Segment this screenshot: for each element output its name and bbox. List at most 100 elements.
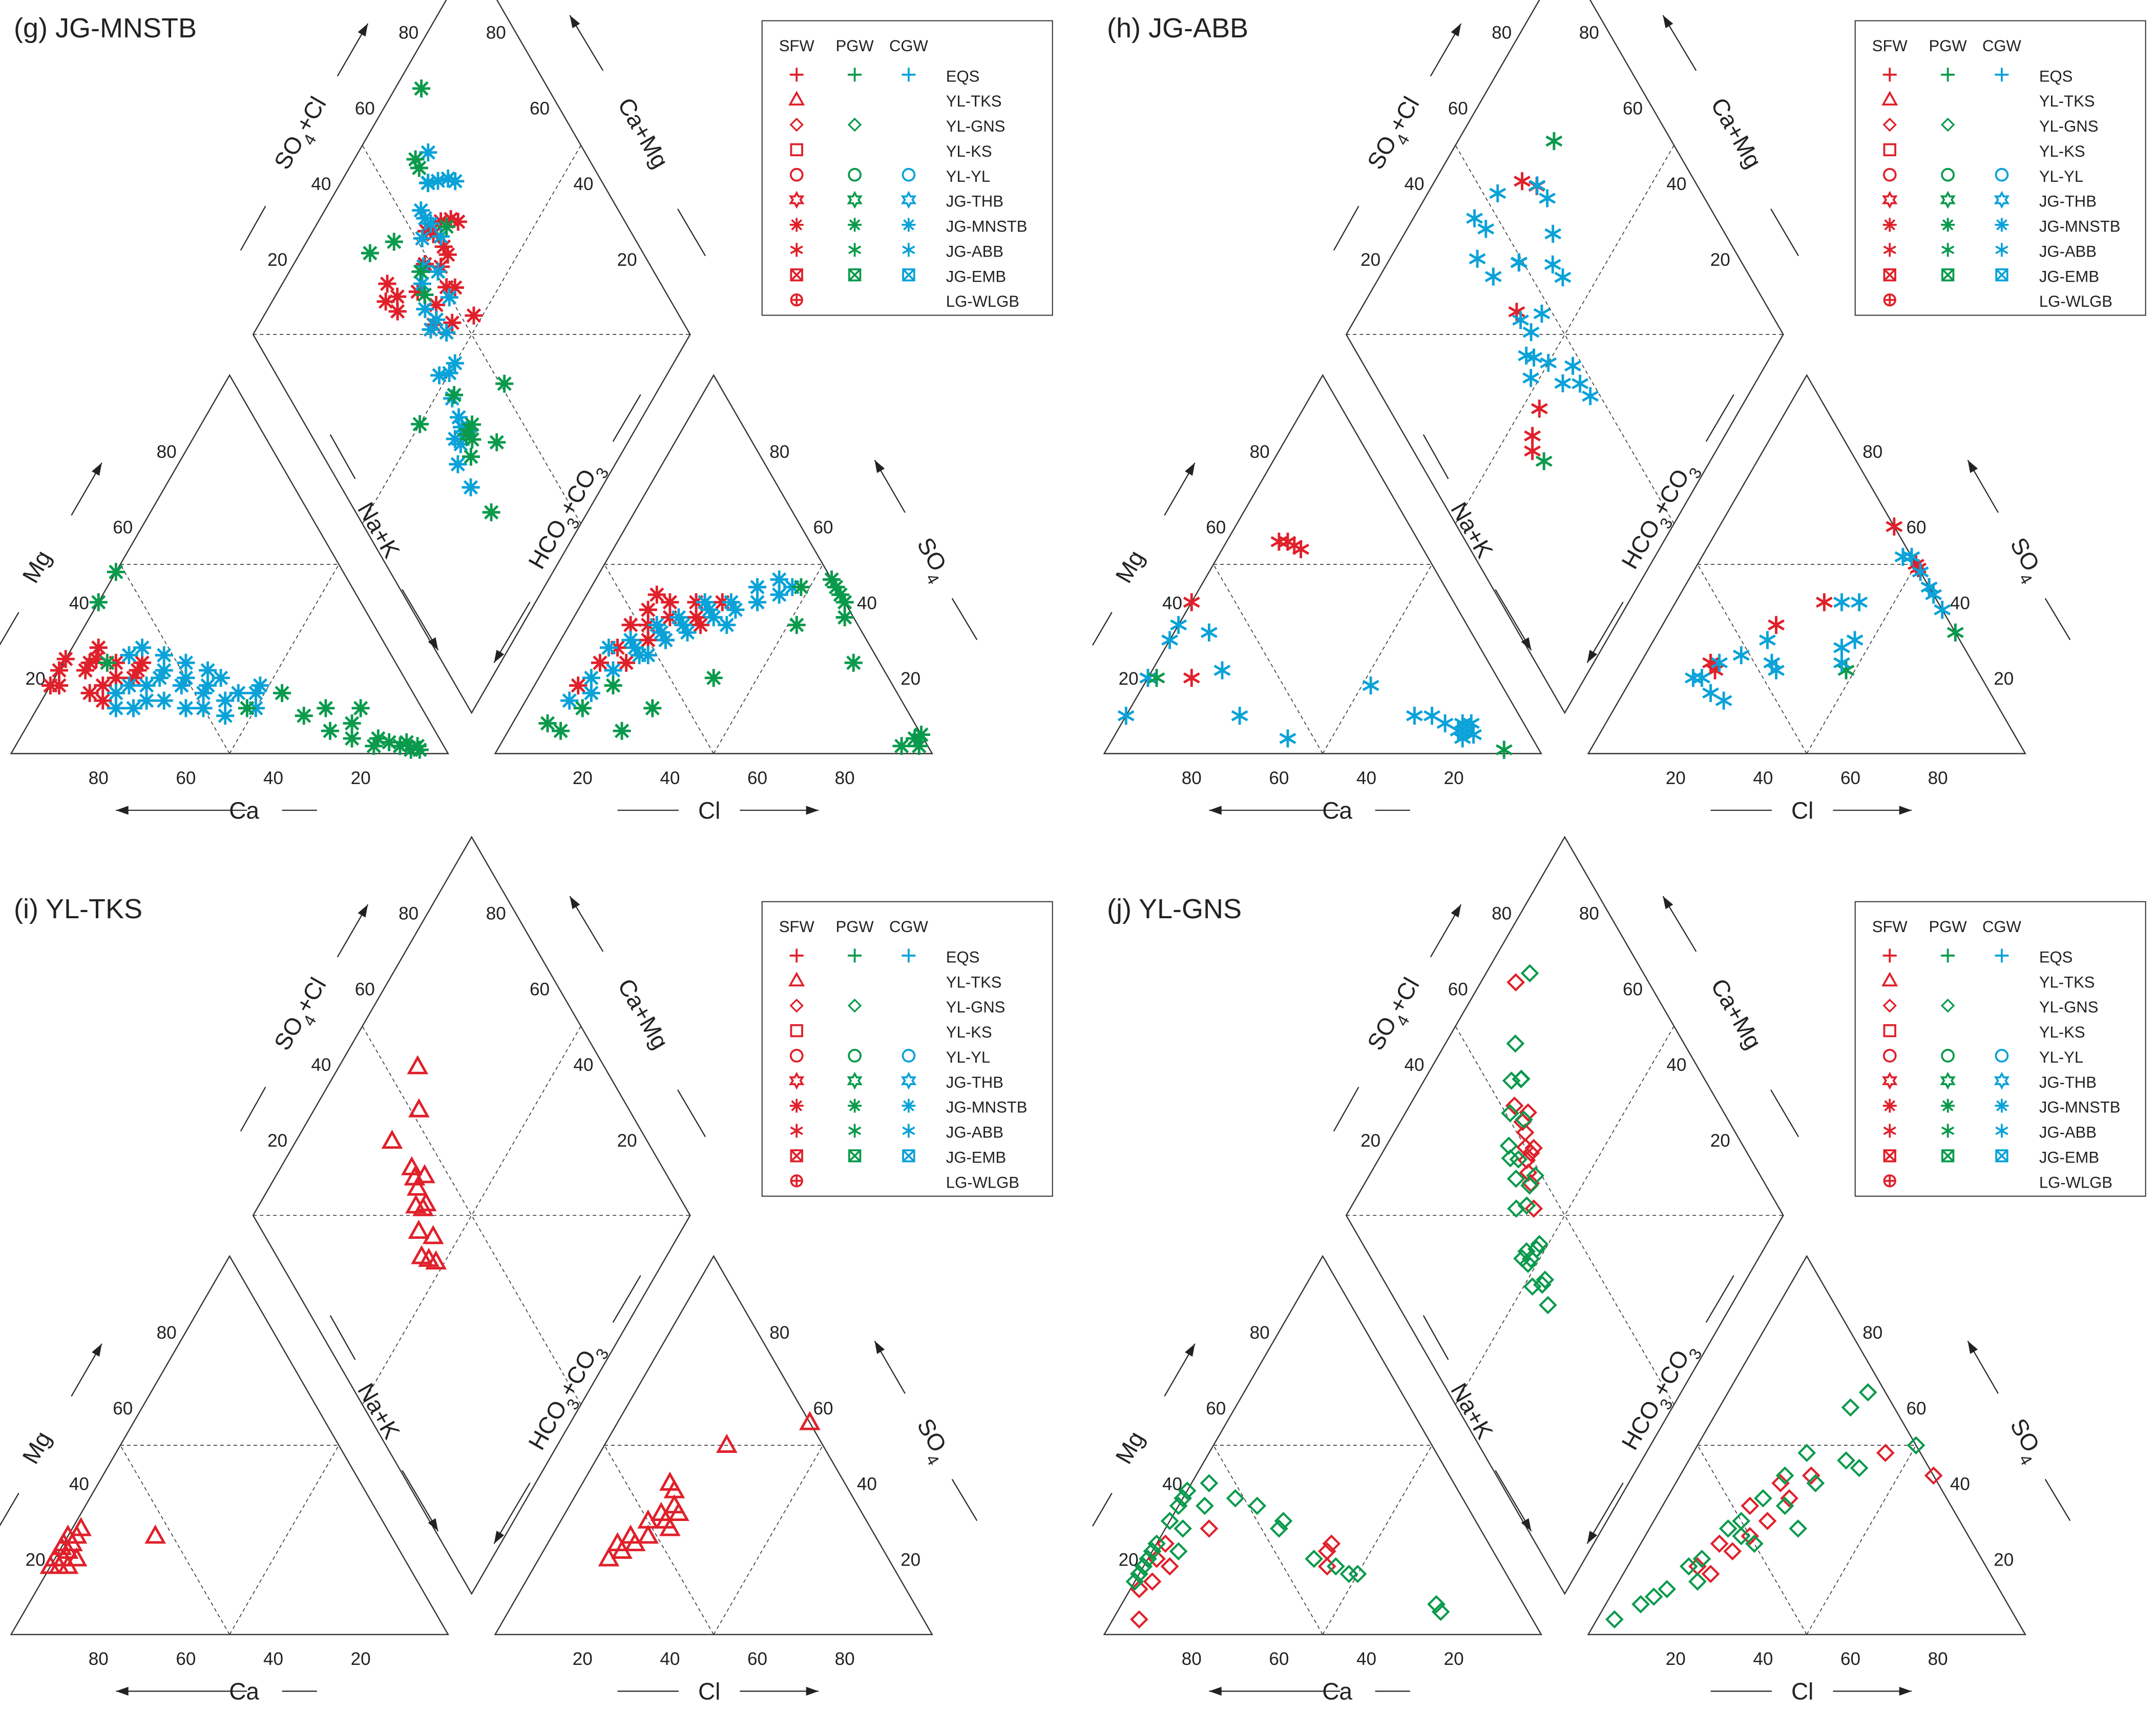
diamond-point-24 xyxy=(1506,1034,1525,1053)
anion-point-54 xyxy=(613,722,631,740)
so4-line xyxy=(951,1478,978,1521)
legend-symbol-9-0 xyxy=(1883,1174,1896,1188)
tick-ca-60: 60 xyxy=(176,1649,196,1669)
anion-point-3 xyxy=(1710,1534,1729,1553)
tick-camg-40: 40 xyxy=(1666,1055,1686,1075)
legend-symbol-7-1 xyxy=(848,243,862,257)
legend-symbol-0-2 xyxy=(1995,948,2009,963)
legend-col-pgw: PGW xyxy=(836,37,874,55)
legend-symbol-2-0 xyxy=(789,117,804,132)
diamond-point-34 xyxy=(1512,1069,1531,1088)
cation-point-59 xyxy=(98,653,116,672)
diamond-point-52 xyxy=(463,415,482,434)
piper-dividers xyxy=(1213,145,1917,754)
cation-point-10 xyxy=(1170,616,1187,634)
anion-point-32 xyxy=(748,578,767,596)
anion-point-33 xyxy=(1732,1527,1751,1546)
mg-arrow-head xyxy=(1185,1343,1195,1357)
anion-point-23 xyxy=(1715,691,1732,710)
diamond-point-24 xyxy=(1484,267,1502,286)
cation-point-45 xyxy=(295,707,313,725)
tick-so4-20: 20 xyxy=(1994,669,2014,689)
cation-point-29 xyxy=(194,699,213,717)
diamond-point-15 xyxy=(1533,304,1551,323)
diamond-dividers xyxy=(253,1026,690,1405)
mg-line xyxy=(1092,1492,1113,1527)
anion-point-35 xyxy=(669,608,688,627)
cation-point-27 xyxy=(1305,1549,1324,1568)
tick-mg-80: 80 xyxy=(1250,442,1270,462)
anion-point-21 xyxy=(1833,639,1850,657)
camg-arrow-head xyxy=(1663,896,1673,910)
diamond-point-32 xyxy=(1501,1149,1520,1168)
cation-point-34 xyxy=(1174,1519,1192,1538)
legend-symbol-7-2 xyxy=(902,243,915,257)
panel-title: (j) YL-GNS xyxy=(1107,894,1242,924)
anion-point-50 xyxy=(835,608,854,627)
anion-point-52 xyxy=(787,616,806,634)
cation-point-24 xyxy=(1248,1496,1267,1515)
legend-symbol-7-2 xyxy=(902,1124,915,1138)
diamond-point-30 xyxy=(1545,132,1563,151)
cation-point-29 xyxy=(1348,1565,1367,1583)
cation-point-14 xyxy=(1279,729,1296,748)
anion-point-38 xyxy=(621,631,640,649)
diamond-point-17 xyxy=(437,278,456,297)
cation-point-23 xyxy=(1454,729,1471,748)
axis-label-nak: Na+K xyxy=(1446,498,1498,563)
legend-symbol-4-2 xyxy=(902,1049,916,1063)
legend-label-9: LG-WLGB xyxy=(946,292,1019,310)
cation-point-0 xyxy=(1130,1610,1148,1629)
diamond-point-13 xyxy=(407,1055,429,1074)
legend-label-8: JG-EMB xyxy=(2039,267,2099,285)
tick-so4cl-40: 40 xyxy=(1404,174,1424,194)
cation-dividers xyxy=(1213,564,1433,754)
cation-point-2 xyxy=(1143,1572,1162,1591)
diamond-dividers xyxy=(1346,145,1784,524)
cl-arrow-head xyxy=(806,806,819,815)
cation-point-26 xyxy=(1274,1512,1293,1530)
anion-point-48 xyxy=(792,578,810,596)
anion-point-17 xyxy=(604,661,622,680)
legend-symbol-4-0 xyxy=(1882,1049,1897,1063)
cation-point-17 xyxy=(1169,1542,1188,1560)
legend-col-sfw: SFW xyxy=(779,37,815,55)
tick-ca-20: 20 xyxy=(351,768,371,788)
diamond-point-29 xyxy=(437,323,456,342)
diamond-point-3 xyxy=(408,1219,430,1239)
anion-point-21 xyxy=(1775,1466,1794,1485)
tick-camg-40: 40 xyxy=(573,174,593,194)
legend-label-0: EQS xyxy=(2039,948,2073,966)
legend-symbol-0-2 xyxy=(902,948,916,963)
piper-dividers xyxy=(120,1026,824,1635)
axis-label-so4cl: SO4+Cl xyxy=(1362,973,1431,1059)
diamond-point-2 xyxy=(425,1250,447,1270)
so4-arrow-head xyxy=(874,460,885,473)
legend-label-4: YL-YL xyxy=(2039,1048,2083,1066)
anion-point-3 xyxy=(639,601,657,619)
cation-point-9 xyxy=(41,676,59,695)
cation-point-24 xyxy=(216,691,235,710)
cation-point-25 xyxy=(1148,669,1165,687)
anion-point-18 xyxy=(1719,1519,1738,1538)
cation-point-7 xyxy=(1117,707,1135,725)
legend-symbol-7-0 xyxy=(1883,243,1896,257)
cation-point-40 xyxy=(107,684,125,702)
diamond-point-6 xyxy=(407,1176,428,1196)
diamond-point-48 xyxy=(449,408,468,427)
legend-box xyxy=(1854,901,2146,1197)
so4cl-arrow-head xyxy=(1451,904,1461,918)
diamond-point-41 xyxy=(412,201,430,220)
tick-so4-20: 20 xyxy=(1994,1550,2014,1570)
cation-point-20 xyxy=(155,661,173,680)
tick-labels: 80 60 40 20 20 40 60 80 20 40 60 80 20 40 60 80 20 40 60 80… xyxy=(26,23,921,788)
legend-symbol-3-0 xyxy=(1883,143,1896,157)
tick-ca-40: 40 xyxy=(1356,768,1376,788)
anion-dividers xyxy=(1697,564,1917,754)
legend-symbol-0-1 xyxy=(1941,948,1955,963)
diamond-point-59 xyxy=(495,374,514,393)
tick-labels: 80 60 40 20 20 40 60 80 20 40 60 80 20 40 60 80 20 40 60 80… xyxy=(1119,23,2014,788)
diamond-point-27 xyxy=(446,172,465,191)
cation-point-8 xyxy=(50,661,69,680)
nak-line xyxy=(329,1315,356,1360)
